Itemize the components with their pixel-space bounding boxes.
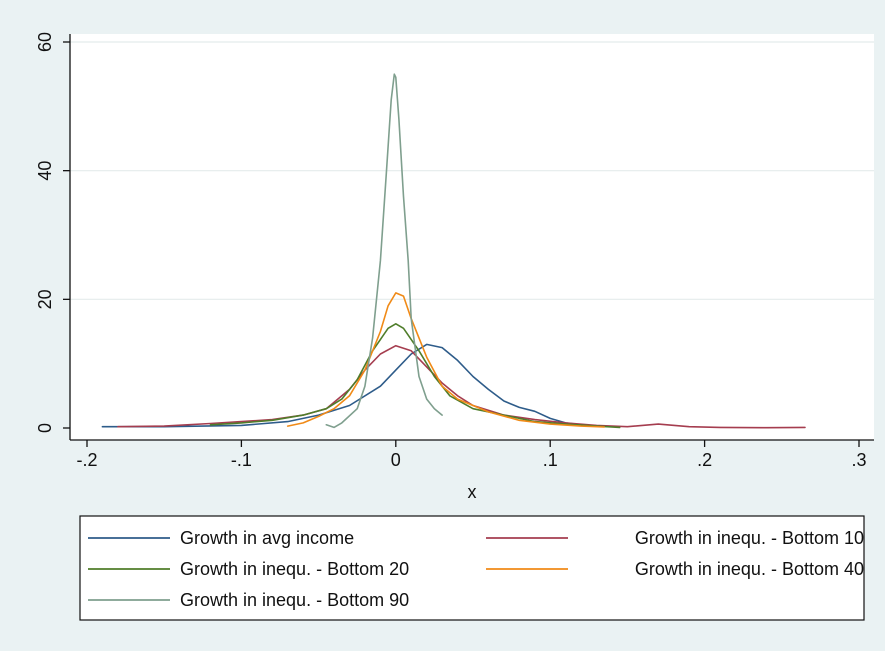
x-tick-label: -.2	[76, 450, 97, 470]
legend-label-5: Growth in inequ. - Bottom 90	[180, 590, 409, 610]
series-line-5	[325, 73, 443, 429]
y-axis: 0 20 40 60	[35, 32, 71, 440]
x-tick-label: -.1	[231, 450, 252, 470]
grid-lines	[70, 41, 874, 300]
legend-box	[79, 515, 865, 621]
plot-area	[70, 34, 874, 440]
legend-label-1: Growth in avg income	[180, 528, 354, 548]
series-line-3	[209, 323, 621, 429]
x-axis-title: x	[468, 482, 477, 502]
legend-label-3: Growth in inequ. - Bottom 20	[180, 559, 409, 579]
y-tick-label: 0	[35, 423, 55, 433]
x-tick-label: .1	[543, 450, 558, 470]
x-tick-label: 0	[391, 450, 401, 470]
legend-label-2: Growth in inequ. - Bottom 10	[635, 528, 864, 548]
y-tick-label: 60	[35, 32, 55, 52]
x-axis: -.2 -.1 0 .1 .2 .3	[70, 439, 874, 470]
x-tick-label: .2	[697, 450, 712, 470]
series-lines	[101, 73, 806, 429]
y-tick-label: 40	[35, 161, 55, 181]
legend: Growth in avg income Growth in inequ. - B…	[79, 515, 865, 621]
series-line-4	[286, 292, 605, 428]
y-tick-label: 20	[35, 289, 55, 309]
legend-label-4: Growth in inequ. - Bottom 40	[635, 559, 864, 579]
series-line-1	[101, 343, 613, 428]
x-tick-label: .3	[851, 450, 866, 470]
